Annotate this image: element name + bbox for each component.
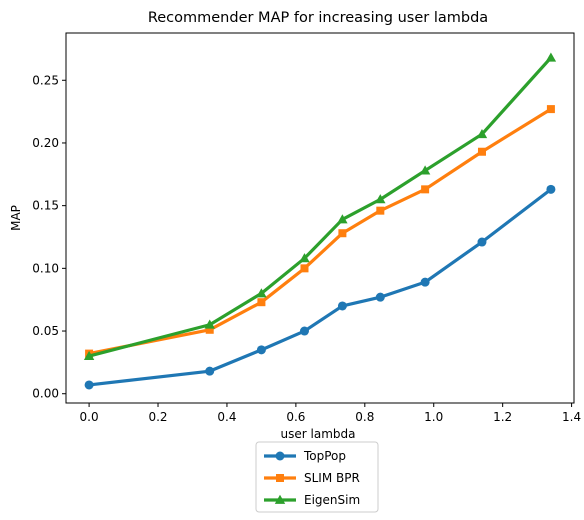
data-point-eigensim bbox=[299, 253, 310, 263]
y-tick-label: 0.15 bbox=[32, 199, 59, 213]
x-tick-label: 1.0 bbox=[424, 410, 443, 424]
data-point-eigensim bbox=[476, 128, 488, 139]
data-point-eigensim bbox=[83, 350, 95, 361]
legend-label-toppop: TopPop bbox=[303, 449, 346, 463]
data-point-eigensim bbox=[337, 214, 348, 224]
data-point-slim-bpr bbox=[421, 185, 430, 194]
data-point-eigensim bbox=[545, 52, 557, 62]
plot-frame bbox=[65, 32, 575, 404]
data-point-toppop bbox=[420, 277, 430, 287]
data-point-toppop bbox=[337, 301, 347, 311]
data-point-toppop bbox=[375, 292, 385, 302]
x-tick-label: 1.4 bbox=[562, 410, 581, 424]
x-tick-label: 0.2 bbox=[148, 410, 167, 424]
data-point-toppop bbox=[205, 366, 215, 376]
y-tick-label: 0.10 bbox=[32, 261, 59, 275]
data-point-toppop bbox=[477, 237, 487, 247]
plot-area bbox=[83, 52, 557, 390]
data-point-slim-bpr bbox=[338, 229, 347, 238]
data-point-slim-bpr bbox=[257, 298, 266, 307]
legend-box bbox=[255, 441, 379, 513]
y-axis: 0.00 0.05 0.10 0.15 0.20 0.25 bbox=[32, 73, 66, 401]
data-point-slim-bpr bbox=[477, 147, 486, 156]
y-tick-label: 0.00 bbox=[32, 387, 59, 401]
x-tick-label: 0.6 bbox=[286, 410, 305, 424]
data-point-eigensim bbox=[419, 165, 431, 175]
y-tick-label: 0.05 bbox=[32, 324, 59, 338]
data-point-toppop bbox=[256, 345, 266, 355]
data-point-eigensim bbox=[256, 288, 267, 298]
y-tick-label: 0.20 bbox=[32, 136, 59, 150]
legend-marker-slim-bpr bbox=[276, 474, 284, 482]
data-point-toppop bbox=[84, 380, 94, 390]
x-tick-label: 1.2 bbox=[493, 410, 512, 424]
x-axis: 0.0 0.2 0.4 0.6 0.8 1.0 1.2 1.4 bbox=[80, 403, 581, 424]
data-point-slim-bpr bbox=[376, 206, 385, 215]
data-point-slim-bpr bbox=[546, 105, 555, 114]
x-tick-label: 0.4 bbox=[217, 410, 236, 424]
chart-title: Recommender MAP for increasing user lamb… bbox=[148, 10, 488, 26]
y-axis-label: MAP bbox=[9, 205, 23, 231]
y-tick-label: 0.25 bbox=[32, 73, 59, 87]
x-axis-label: user lambda bbox=[281, 427, 356, 441]
legend: TopPop SLIM BPR EigenSim bbox=[255, 441, 379, 513]
x-tick-label: 0.8 bbox=[355, 410, 374, 424]
data-point-eigensim bbox=[375, 194, 386, 204]
legend-label-eigensim: EigenSim bbox=[304, 493, 360, 507]
data-point-eigensim bbox=[204, 319, 215, 329]
x-tick-label: 0.0 bbox=[80, 410, 99, 424]
legend-label-slim-bpr: SLIM BPR bbox=[304, 471, 360, 485]
legend-marker-toppop bbox=[275, 451, 285, 461]
data-point-slim-bpr bbox=[300, 264, 309, 273]
data-point-slim-bpr bbox=[205, 325, 214, 334]
data-point-toppop bbox=[546, 184, 556, 194]
data-point-toppop bbox=[299, 326, 309, 336]
legend-marker-eigensim bbox=[274, 494, 286, 504]
